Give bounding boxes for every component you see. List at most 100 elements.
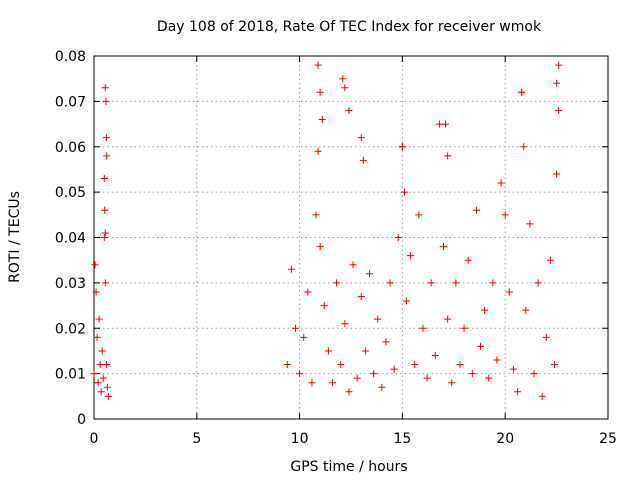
data-point: [555, 61, 563, 69]
data-point: [324, 347, 332, 355]
y-tick-label: 0.07: [55, 94, 86, 110]
x-tick-label: 5: [192, 431, 201, 447]
data-point: [520, 143, 528, 151]
data-point: [534, 279, 542, 287]
data-point: [489, 279, 497, 287]
x-tick-label: 15: [393, 431, 411, 447]
data-point: [101, 84, 109, 92]
data-point: [415, 211, 423, 219]
y-axis-label: ROTI / TECUs: [7, 191, 23, 283]
data-point: [101, 206, 109, 214]
data-point: [357, 292, 365, 300]
y-tick-label: 0.01: [55, 367, 86, 383]
data-point: [314, 61, 322, 69]
data-point: [435, 120, 443, 128]
data-point: [97, 388, 105, 396]
y-tick-label: 0.08: [55, 49, 86, 65]
data-point: [316, 243, 324, 251]
data-point: [99, 374, 107, 382]
data-point: [448, 379, 456, 387]
data-point: [518, 88, 526, 96]
data-point: [374, 315, 382, 323]
data-point: [553, 170, 561, 178]
y-axis-ticks: 0 0.01 0.02 0.03 0.04 0.05 0.06 0.07 0.08: [55, 49, 608, 428]
data-point: [501, 211, 509, 219]
data-point: [497, 179, 505, 187]
data-point: [442, 120, 450, 128]
data-point: [357, 134, 365, 142]
data-point: [353, 374, 361, 382]
data-point: [102, 97, 110, 105]
y-tick-label: 0.03: [55, 276, 86, 292]
x-tick-label: 10: [291, 431, 309, 447]
x-tick-label: 20: [496, 431, 514, 447]
x-axis-label: GPS time / hours: [290, 459, 407, 475]
data-point: [398, 143, 406, 151]
data-point: [98, 347, 106, 355]
data-point: [341, 320, 349, 328]
data-point: [472, 206, 480, 214]
data-point: [485, 374, 493, 382]
y-tick-label: 0.05: [55, 185, 86, 201]
data-point: [103, 152, 111, 160]
data-points: [90, 61, 563, 400]
data-point: [526, 220, 534, 228]
data-point: [546, 256, 554, 264]
data-point: [316, 88, 324, 96]
data-point: [370, 370, 378, 378]
y-tick-label: 0: [77, 412, 86, 428]
data-point: [314, 147, 322, 155]
data-point: [349, 261, 357, 269]
data-point: [407, 252, 415, 260]
data-point: [96, 361, 104, 369]
data-point: [551, 361, 559, 369]
data-point: [312, 211, 320, 219]
data-point: [94, 379, 102, 387]
data-point: [493, 356, 501, 364]
data-point: [345, 388, 353, 396]
data-point: [328, 379, 336, 387]
chart-title: Day 108 of 2018, Rate Of TEC Index for r…: [157, 19, 542, 35]
data-point: [296, 370, 304, 378]
data-point: [431, 351, 439, 359]
data-point: [333, 279, 341, 287]
data-point: [378, 383, 386, 391]
data-point: [464, 256, 472, 264]
data-point: [92, 288, 100, 296]
data-point: [555, 106, 563, 114]
data-point: [505, 288, 513, 296]
y-tick-label: 0.02: [55, 321, 86, 337]
data-point: [542, 333, 550, 341]
data-point: [386, 279, 394, 287]
data-point: [522, 306, 530, 314]
data-point: [100, 234, 108, 241]
data-point: [95, 315, 103, 323]
data-point: [366, 270, 374, 278]
data-point: [444, 315, 452, 323]
data-point: [427, 279, 435, 287]
data-point: [345, 106, 353, 114]
y-tick-label: 0.04: [55, 231, 86, 247]
data-point: [300, 333, 308, 341]
data-point: [102, 361, 110, 369]
data-point: [403, 297, 411, 305]
data-point: [456, 361, 464, 369]
data-point: [93, 333, 101, 341]
data-point: [90, 370, 98, 378]
data-point: [102, 134, 110, 142]
data-point: [100, 175, 108, 183]
data-point: [283, 361, 291, 369]
y-tick-label: 0.06: [55, 140, 86, 156]
data-point: [440, 243, 448, 251]
x-tick-label: 0: [90, 431, 99, 447]
data-point: [337, 361, 345, 369]
data-point: [423, 374, 431, 382]
data-point: [460, 324, 468, 332]
data-point: [359, 156, 367, 164]
data-point: [452, 279, 460, 287]
data-point: [530, 370, 538, 378]
data-point: [553, 79, 561, 87]
data-point: [394, 234, 402, 241]
data-point: [468, 370, 476, 378]
